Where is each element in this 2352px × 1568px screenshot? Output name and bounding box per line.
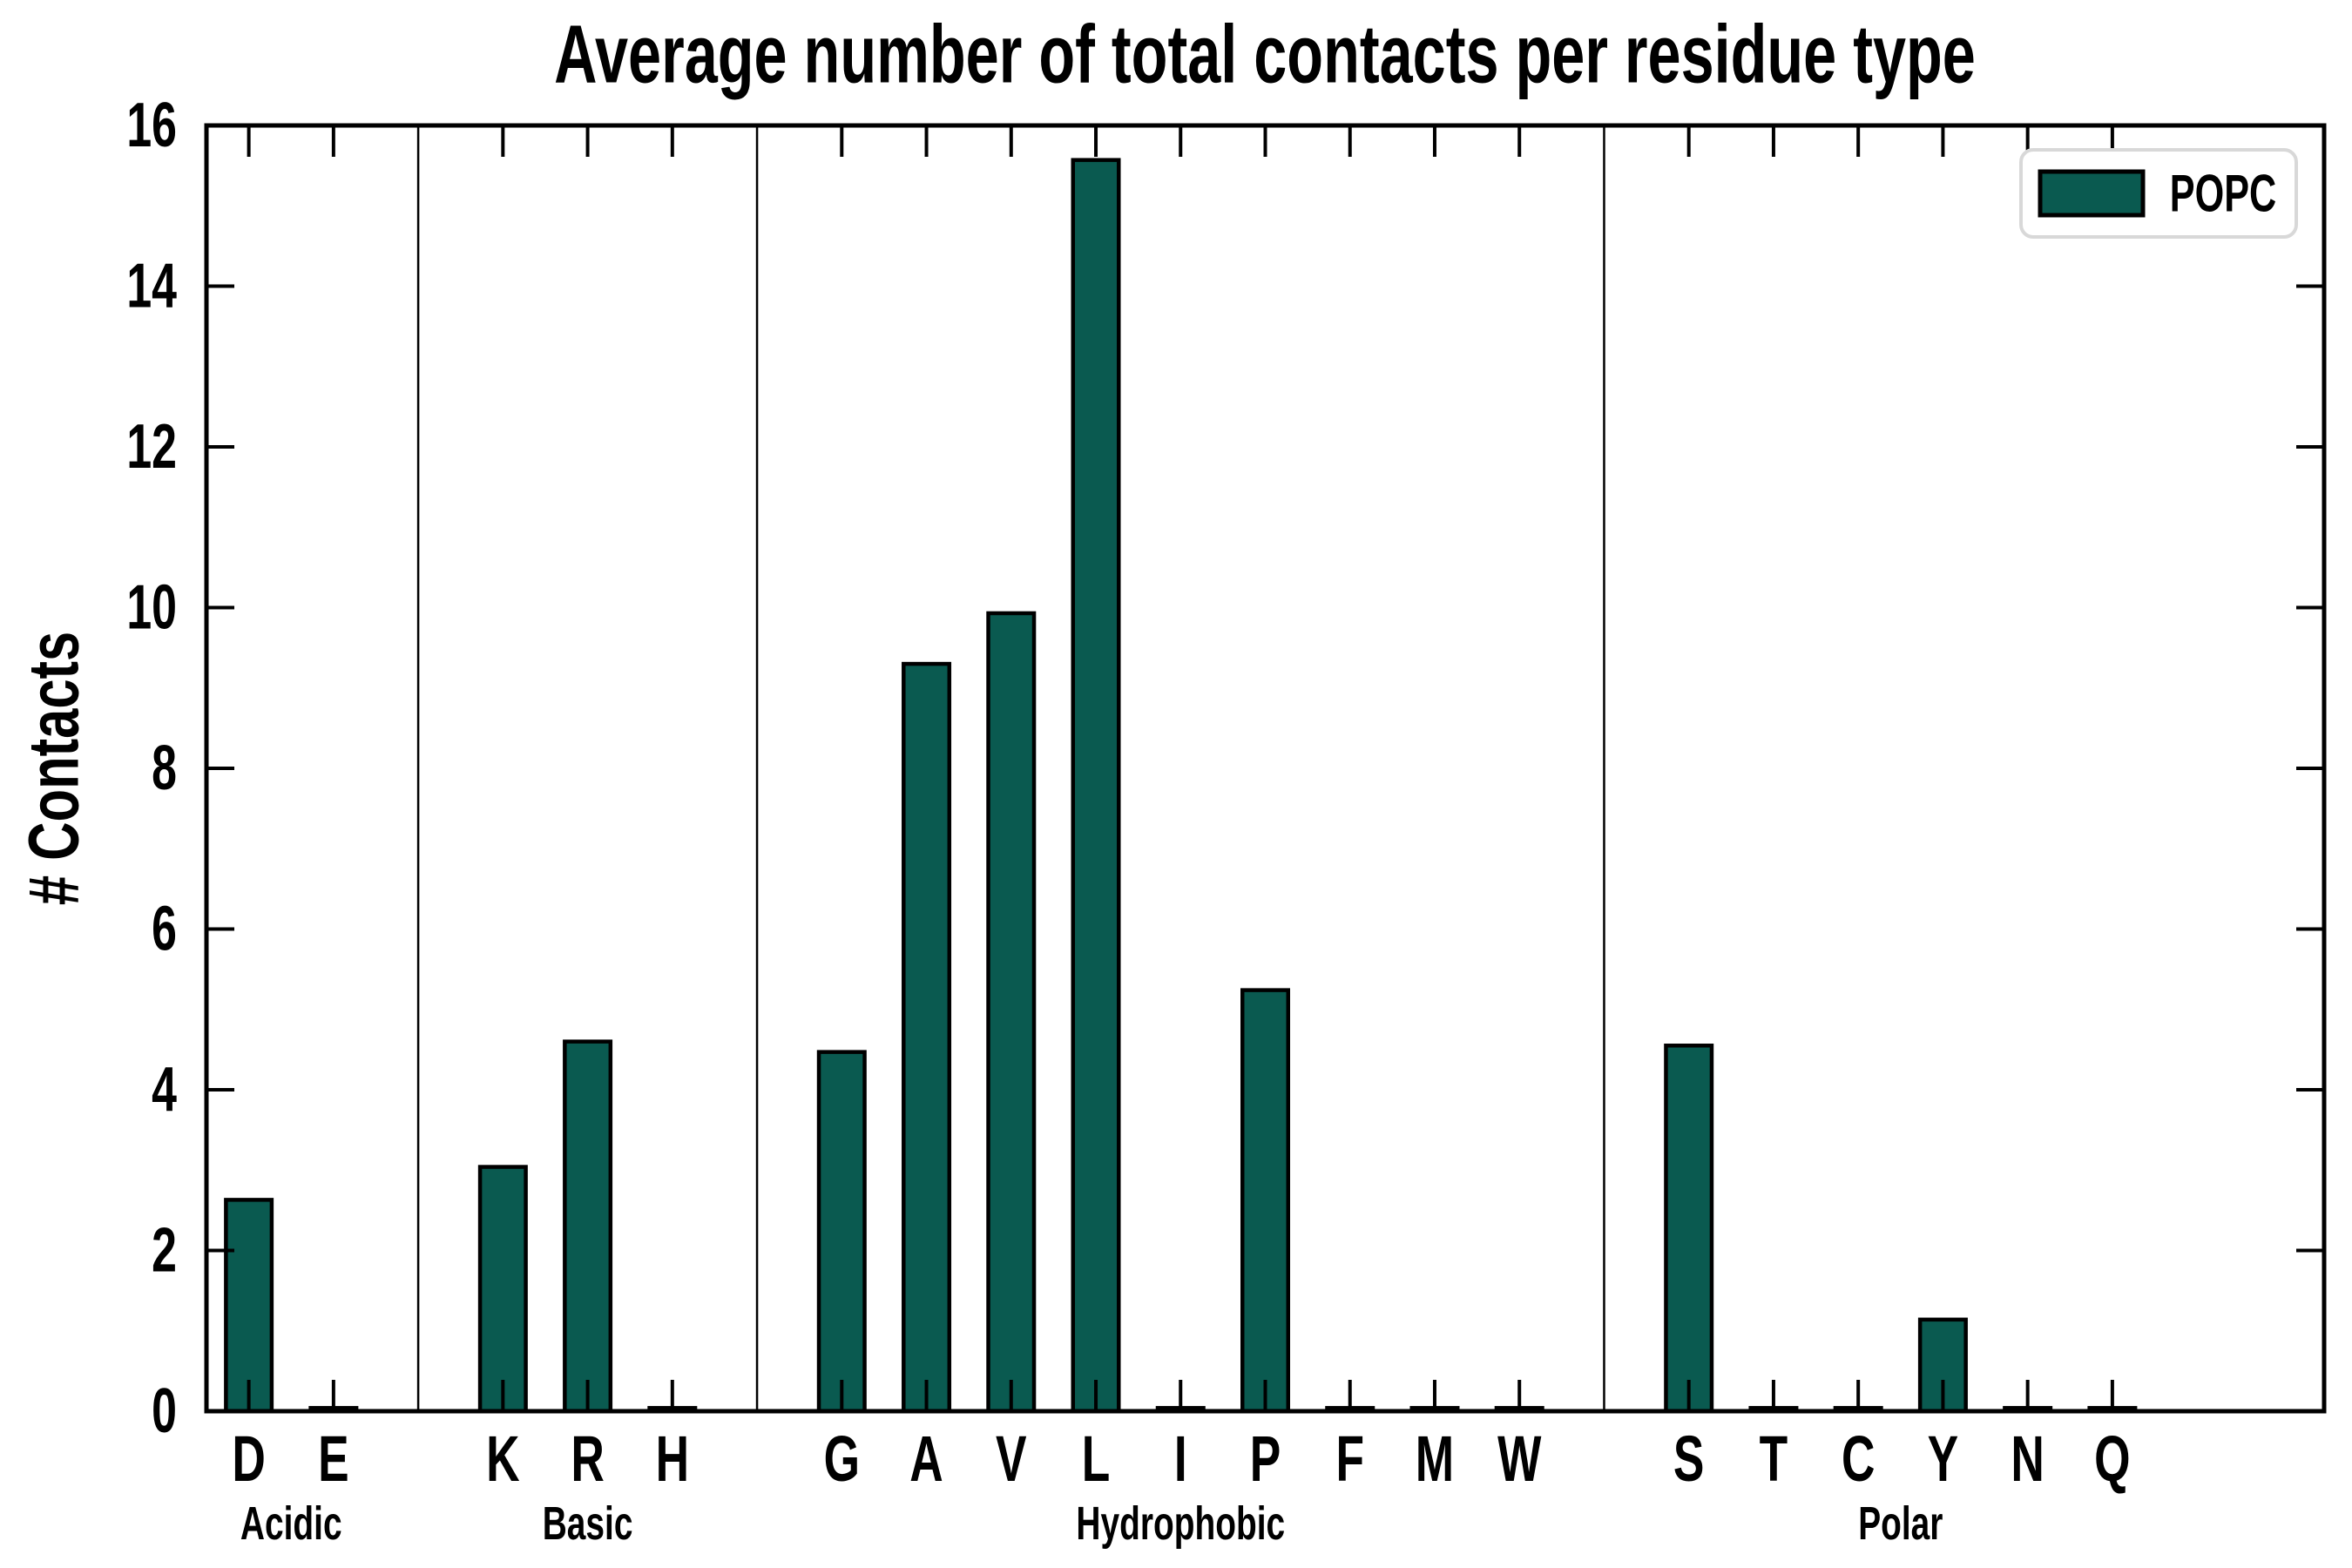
x-tick-label-R: R — [571, 1423, 604, 1496]
x-tick-label-G: G — [824, 1423, 860, 1496]
y-tick-label-6: 6 — [152, 894, 177, 963]
y-tick-label-12: 12 — [126, 412, 177, 482]
x-tick-label-P: P — [1250, 1423, 1281, 1496]
y-axis-label: # Contacts — [14, 632, 94, 905]
chart-title: Average number of total contacts per res… — [554, 8, 1976, 101]
x-tick-label-F: F — [1335, 1423, 1364, 1496]
plot-area: 0 2 4 6 8 10 12 14 16 D E K R H G A V L I P F M W S T C Y N Q Acidic B… — [126, 91, 2327, 1550]
bar-P — [1240, 988, 1291, 1414]
bar-S — [1664, 1044, 1714, 1414]
x-tick-label-V: V — [996, 1423, 1027, 1496]
group-label-Acidic: Acidic — [240, 1497, 342, 1550]
y-tick-label-2: 2 — [152, 1215, 177, 1285]
y-tick-label-14: 14 — [126, 251, 177, 321]
y-tick-label-16: 16 — [126, 91, 177, 160]
x-tick-label-E: E — [318, 1423, 349, 1496]
x-tick-label-A: A — [909, 1423, 943, 1496]
legend-label-popc: POPC — [2170, 166, 2276, 224]
y-tick-label-0: 0 — [152, 1376, 177, 1446]
x-tick-label-D: D — [232, 1423, 265, 1496]
x-tick-label-W: W — [1497, 1423, 1541, 1496]
group-label-Polar: Polar — [1858, 1497, 1943, 1550]
x-tick-label-I: I — [1174, 1423, 1187, 1496]
x-tick-label-Q: Q — [2094, 1423, 2130, 1496]
y-tick-label-8: 8 — [152, 733, 177, 803]
x-tick-label-S: S — [1673, 1423, 1705, 1496]
x-tick-label-L: L — [1082, 1423, 1111, 1496]
group-label-Hydrophobic: Hydrophobic — [1076, 1497, 1285, 1550]
x-tick-label-C: C — [1842, 1423, 1875, 1496]
bar-L — [1071, 158, 1121, 1414]
bar-V — [986, 611, 1037, 1414]
x-tick-label-N: N — [2011, 1423, 2044, 1496]
x-tick-label-H: H — [656, 1423, 689, 1496]
x-tick-label-M: M — [1416, 1423, 1454, 1496]
x-tick-label-Y: Y — [1928, 1423, 1959, 1496]
bar-G — [816, 1050, 867, 1414]
bar-D — [224, 1198, 274, 1414]
bar-R — [563, 1039, 613, 1414]
bar-A — [902, 661, 952, 1414]
y-tick-label-4: 4 — [152, 1055, 177, 1125]
legend-swatch-popc — [2038, 169, 2146, 218]
x-tick-label-T: T — [1760, 1423, 1788, 1496]
bar-K — [477, 1165, 528, 1414]
legend: POPC — [2019, 148, 2298, 239]
group-label-Basic: Basic — [543, 1497, 633, 1550]
y-tick-label-10: 10 — [126, 572, 177, 642]
x-tick-label-K: K — [486, 1423, 519, 1496]
plot-border — [204, 123, 2327, 1414]
